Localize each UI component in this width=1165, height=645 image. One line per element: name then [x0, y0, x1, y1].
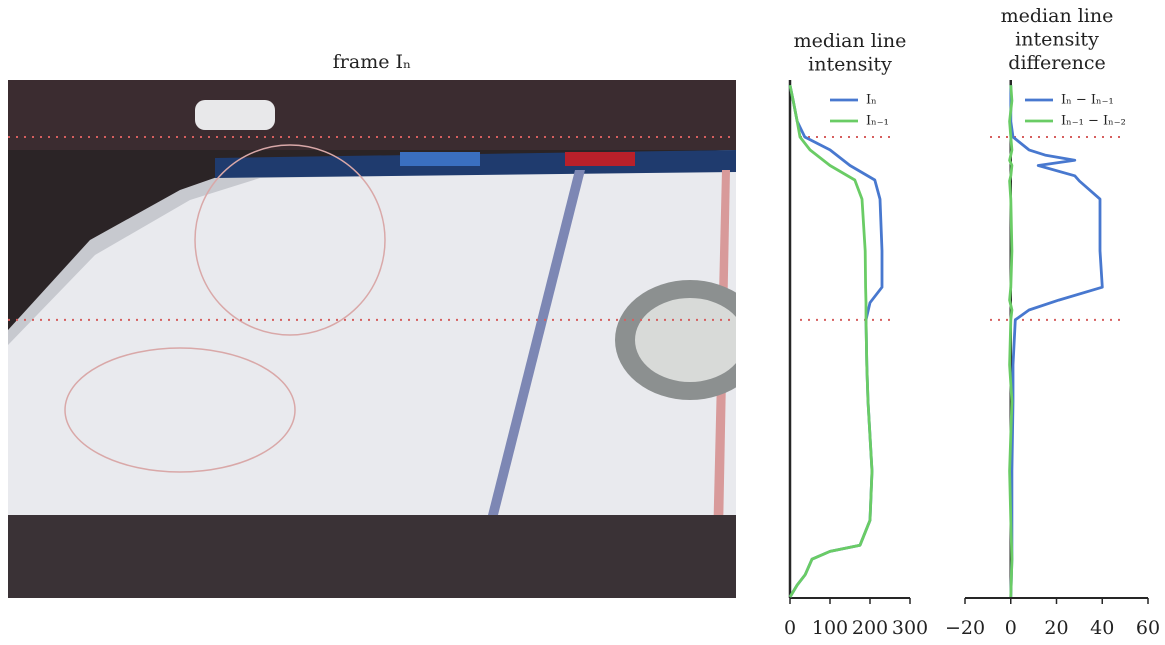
x-tick-label: 100 [812, 617, 848, 639]
legend-label: Iₙ − Iₙ₋₁ [1061, 93, 1114, 108]
x-tick-label: 300 [892, 617, 928, 639]
legend-label: Iₙ₋₁ − Iₙ₋₂ [1061, 114, 1126, 129]
x-tick-label: −20 [945, 617, 985, 639]
chart-title: intensity [1015, 29, 1099, 51]
chart-title: median line [1001, 5, 1114, 27]
x-tick-label: 20 [1044, 617, 1068, 639]
series-line [1011, 85, 1103, 597]
figure: frame Iₙ median lineintensity0100200300I… [0, 0, 1165, 641]
chart-title: difference [1008, 52, 1105, 74]
series-line [790, 85, 872, 597]
legend-label: Iₙ₋₁ [866, 114, 889, 129]
legend-label: Iₙ [866, 93, 877, 108]
x-tick-label: 40 [1090, 617, 1114, 639]
series-line [1010, 85, 1012, 597]
series-line [790, 85, 882, 597]
chart-title: intensity [808, 54, 892, 76]
x-tick-label: 0 [1005, 617, 1017, 639]
x-tick-label: 200 [852, 617, 888, 639]
chart-title: median line [794, 30, 907, 52]
x-tick-label: 0 [784, 617, 796, 639]
x-tick-label: 60 [1136, 617, 1160, 639]
photo [8, 80, 765, 598]
image-title: frame Iₙ [333, 51, 411, 73]
